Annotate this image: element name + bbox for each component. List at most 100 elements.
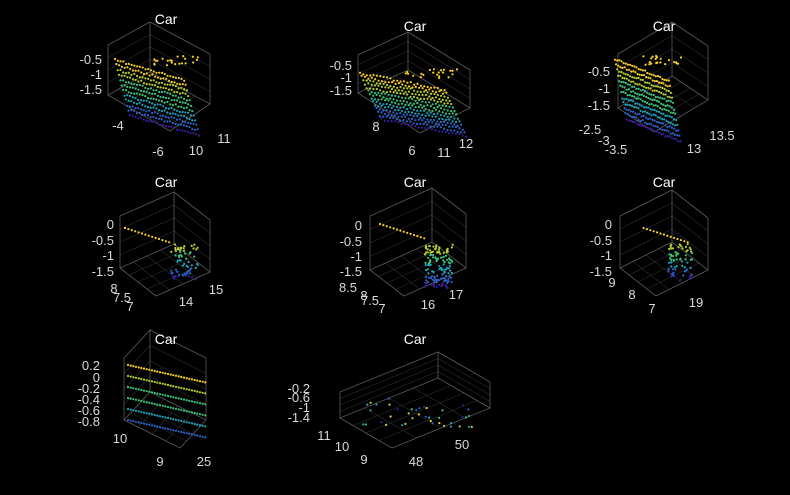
data-point: [166, 372, 170, 376]
data-point: [148, 368, 151, 371]
data-point: [193, 243, 196, 246]
z-tick-label: -1.5: [590, 264, 612, 279]
z-tick-label: -0.6: [78, 403, 100, 418]
data-point: [184, 274, 187, 277]
data-point: [204, 403, 207, 406]
data-point: [411, 417, 414, 420]
data-point: [131, 86, 134, 89]
data-point: [617, 74, 620, 77]
data-point: [185, 410, 188, 413]
data-point: [414, 125, 417, 128]
data-point: [446, 121, 449, 124]
data-point: [664, 84, 667, 87]
data-point: [451, 106, 454, 109]
chart-title: Car: [155, 174, 178, 190]
data-point: [664, 63, 667, 66]
data-point: [658, 127, 662, 130]
data-point: [166, 91, 169, 94]
data-point: [426, 251, 429, 254]
data-point: [653, 119, 656, 122]
data-point: [184, 83, 187, 86]
data-point: [418, 407, 421, 410]
data-point: [156, 85, 159, 89]
data-point: [392, 227, 395, 230]
data-point: [140, 388, 143, 392]
data-point: [184, 57, 187, 60]
data-point: [652, 104, 655, 107]
data-point: [395, 105, 398, 108]
data-point: [412, 95, 416, 98]
data-point: [465, 416, 468, 419]
data-point: [462, 404, 465, 407]
data-point: [406, 231, 409, 234]
data-point: [444, 123, 447, 127]
data-point: [127, 81, 130, 84]
data-point: [646, 111, 649, 114]
data-point: [150, 424, 154, 427]
data-point: [664, 104, 667, 108]
data-point: [193, 389, 196, 393]
data-point: [637, 97, 640, 100]
data-point: [396, 91, 399, 95]
data-point: [424, 276, 428, 279]
data-point: [367, 89, 370, 92]
data-point: [441, 117, 444, 121]
data-point: [161, 57, 164, 60]
data-point: [373, 104, 376, 107]
data-point: [635, 116, 638, 119]
data-point: [427, 262, 430, 265]
data-point: [431, 90, 434, 93]
data-point: [145, 119, 148, 122]
data-point: [380, 117, 383, 120]
data-point: [392, 91, 395, 94]
data-point: [191, 55, 194, 58]
data-point: [185, 421, 188, 424]
data-point: [124, 98, 127, 101]
data-point: [455, 120, 458, 124]
data-point: [428, 109, 431, 112]
data-point: [671, 132, 675, 135]
data-point: [164, 427, 167, 430]
data-point: [665, 99, 668, 103]
data-point: [422, 109, 426, 112]
data-point: [404, 103, 407, 106]
data-point: [158, 82, 161, 85]
data-point: [438, 422, 441, 425]
data-point: [377, 91, 380, 94]
data-point: [377, 79, 380, 82]
data-point: [414, 112, 417, 115]
data-point: [670, 106, 674, 109]
data-point: [690, 273, 693, 276]
data-point: [373, 92, 377, 95]
data-point: [439, 267, 443, 270]
data-point: [453, 117, 456, 120]
data-point: [424, 121, 427, 124]
data-point: [672, 258, 675, 261]
data-point: [634, 71, 637, 74]
data-point: [682, 274, 685, 277]
data-point: [159, 103, 162, 106]
data-point: [660, 102, 663, 105]
data-point: [126, 66, 129, 69]
data-point: [417, 118, 420, 121]
data-point: [389, 226, 392, 229]
data-point: [120, 65, 123, 68]
data-point: [683, 240, 686, 243]
data-point: [431, 250, 434, 253]
data-point: [148, 83, 151, 86]
data-point: [395, 112, 398, 115]
data-point: [140, 89, 143, 92]
data-point: [164, 394, 167, 397]
data-point: [137, 69, 140, 72]
data-point: [446, 115, 449, 118]
data-point: [191, 128, 194, 131]
data-point: [624, 62, 627, 65]
axes-box: [357, 31, 471, 134]
data-point: [668, 135, 671, 138]
data-point: [140, 410, 143, 414]
data-point: [173, 243, 177, 246]
data-point: [126, 94, 129, 97]
data-point: [443, 277, 446, 280]
data-point: [173, 116, 176, 119]
data-point: [116, 59, 119, 62]
